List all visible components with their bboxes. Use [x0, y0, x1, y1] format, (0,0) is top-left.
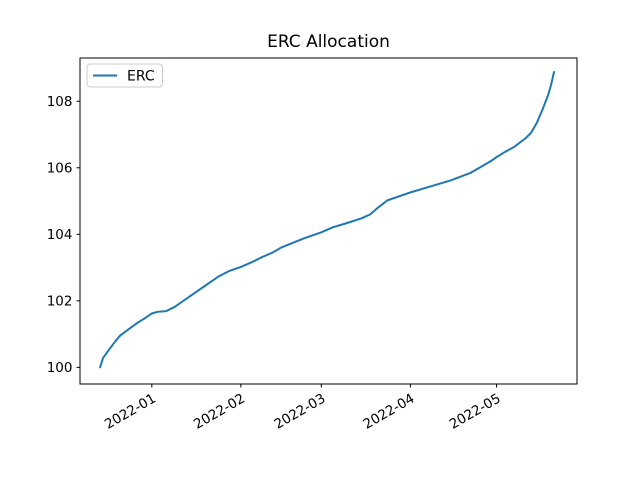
x-tick-label: 2022-05 [447, 391, 504, 433]
y-tick-label: 102 [47, 294, 73, 310]
y-tick-label: 104 [47, 227, 73, 243]
y-tick-label: 108 [47, 94, 73, 110]
y-tick-label: 100 [47, 360, 73, 376]
erc-line-series [99, 70, 556, 369]
x-tick-label: 2022-01 [102, 391, 159, 433]
x-tick-label: 2022-04 [361, 391, 418, 433]
chart-title: ERC Allocation [267, 32, 390, 52]
legend: ERC [86, 63, 163, 88]
x-axis: 2022-01 2022-02 2022-03 2022-04 2022-05 [102, 384, 504, 433]
legend-label: ERC [127, 69, 155, 85]
legend-box [86, 63, 163, 88]
y-tick-label: 106 [47, 161, 73, 177]
x-tick-label: 2022-03 [271, 391, 328, 433]
y-axis: 100 102 104 106 108 [47, 94, 80, 376]
x-tick-label: 2022-02 [191, 391, 248, 433]
plot-area-border [79, 57, 578, 385]
